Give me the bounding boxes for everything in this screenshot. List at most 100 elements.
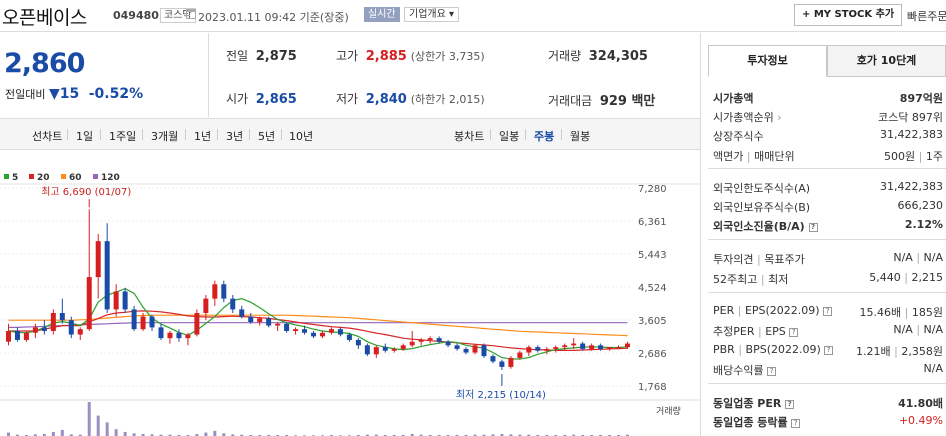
mystock-button[interactable]: + MY STOCK 추가 — [794, 4, 903, 26]
candle-body — [517, 352, 523, 358]
volume-bar — [329, 434, 333, 436]
divider — [708, 168, 946, 169]
market-cap-label: 시가총액 — [713, 92, 754, 105]
foreign-hold-label: 외국인보유주식수(B) — [713, 201, 811, 214]
opinion-row: 투자의견 | 목표주가 N/A | N/A — [713, 251, 943, 266]
help-icon[interactable]: ? — [767, 366, 777, 376]
volume-bar — [374, 434, 378, 436]
eps-value: 185원 — [911, 306, 943, 319]
chevron-down-icon: ▾ — [449, 9, 455, 20]
foreign-rate-label: 외국인소진율(B/A) — [713, 220, 805, 233]
candle-body — [248, 316, 254, 322]
tab-weekly[interactable]: 주봉 — [534, 130, 555, 143]
week52-low-label: 최저 — [768, 273, 789, 286]
volume-bar — [491, 434, 495, 436]
volume-value: 324,305 — [588, 49, 648, 64]
tab-period-1d[interactable]: 1일 — [76, 130, 94, 143]
sector-rate-label: 동일업종 등락률 — [713, 416, 788, 429]
dividend-row: 배당수익률 ? N/A — [713, 362, 943, 378]
foreign-rate-value: 2.12% — [904, 218, 943, 231]
candle-body — [391, 348, 397, 351]
side-tabs: 투자정보 호가 10단계 — [708, 45, 946, 77]
candle-body — [535, 347, 541, 351]
help-icon[interactable]: ? — [789, 327, 799, 337]
live-badge[interactable]: 실시간 — [364, 7, 400, 22]
volume-bar — [401, 434, 405, 436]
dividend-value: N/A — [923, 362, 943, 375]
candle-body — [319, 332, 325, 337]
chevron-right-icon: › — [777, 111, 782, 124]
candle-body — [544, 348, 550, 351]
week52-low-value: 2,215 — [911, 271, 944, 284]
candle-body — [589, 345, 595, 349]
legend-swatch-20 — [29, 174, 34, 179]
candle-body — [571, 343, 577, 346]
est-eps-value: N/A — [923, 323, 943, 336]
quick-order-link[interactable]: 빠른주문 — [907, 10, 946, 23]
candle-body — [5, 330, 11, 342]
candle-body — [149, 316, 155, 328]
candle-body — [302, 329, 308, 333]
volume-bar — [132, 433, 136, 436]
volume-bar — [446, 434, 450, 436]
volume-bar — [33, 434, 37, 436]
divider — [217, 129, 218, 140]
volume-bar — [96, 415, 100, 436]
open-value: 2,865 — [255, 92, 297, 107]
candle-body — [32, 327, 38, 333]
sector-per-value: 41.80배 — [898, 397, 943, 410]
candles — [5, 209, 631, 370]
volume-bar — [608, 434, 612, 436]
tab-daily[interactable]: 일봉 — [499, 130, 520, 143]
candle-body — [427, 338, 433, 340]
sector-per-row: 동일업종 PER ? 41.80배 — [713, 395, 943, 411]
volume-bar — [51, 431, 55, 436]
tab-period-3y[interactable]: 3년 — [226, 130, 244, 143]
tab-period-1y[interactable]: 1년 — [194, 130, 212, 143]
shares-row: 상장주식수 31,422,383 — [713, 128, 943, 144]
help-icon[interactable]: ? — [808, 222, 818, 232]
high-price: 고가 2,885 (상한가 3,735) — [336, 47, 485, 64]
ma20-line — [8, 310, 628, 351]
target-value: N/A — [923, 251, 943, 264]
week52-high-value: 5,440 — [869, 271, 901, 284]
change-label: 전일대비 — [5, 88, 46, 101]
divider — [100, 129, 101, 140]
foreign-limit-value: 31,422,383 — [880, 180, 943, 193]
volume-bar — [581, 434, 585, 436]
divider — [142, 129, 143, 140]
est-eps-label: EPS — [765, 325, 786, 338]
top-bar: 오픈베이스 049480 코스닥 2023.01.11 09:42 기준(장중)… — [0, 0, 946, 32]
tab-period-10y[interactable]: 10년 — [289, 130, 314, 143]
high-note: 최고 6,690 (01/07) — [41, 186, 131, 198]
help-icon[interactable]: ? — [785, 399, 795, 409]
volume-bar — [69, 434, 73, 436]
help-icon[interactable]: ? — [791, 418, 801, 428]
tab-period-5y[interactable]: 5년 — [258, 130, 276, 143]
volume-bar — [365, 434, 369, 436]
candle-body — [463, 348, 469, 353]
opinion-label: 투자의견 — [713, 253, 754, 266]
candle-body — [472, 345, 478, 353]
shares-value: 31,422,383 — [880, 128, 943, 141]
tab-monthly[interactable]: 월봉 — [570, 130, 591, 143]
candle-body — [346, 334, 352, 340]
candle-body — [203, 298, 209, 314]
help-icon[interactable]: ? — [823, 306, 833, 316]
candle-body — [616, 347, 622, 349]
tab-orderbook[interactable]: 호가 10단계 — [827, 45, 946, 77]
help-icon[interactable]: ? — [824, 345, 834, 355]
candle-body — [373, 347, 379, 355]
price-change: 전일대비 ▼15 -0.52% — [5, 86, 143, 102]
tab-invest-info[interactable]: 투자정보 — [708, 45, 827, 77]
week52-label: 52주최고 — [713, 273, 758, 286]
y-tick-label: 7,280 — [638, 184, 667, 195]
stock-name: 오픈베이스 — [2, 7, 87, 29]
candle-body — [580, 343, 586, 349]
candle-body — [185, 334, 191, 339]
candle-body — [50, 313, 56, 331]
tab-period-3m[interactable]: 3개월 — [151, 130, 179, 143]
tab-period-1w[interactable]: 1주일 — [109, 130, 137, 143]
candle-body — [553, 347, 559, 349]
corp-info-button[interactable]: 기업개요 ▾ — [404, 7, 460, 22]
